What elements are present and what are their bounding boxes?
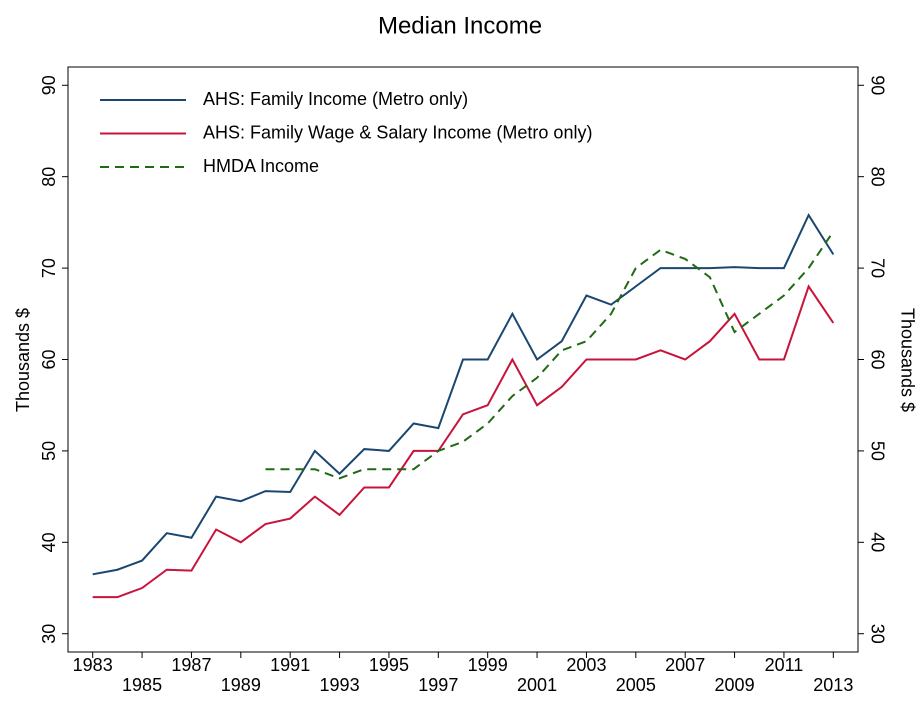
y2-tick-label: 40 <box>867 532 887 552</box>
legend-label: AHS: Family Wage & Salary Income (Metro … <box>203 122 592 142</box>
y-tick-label: 70 <box>39 258 59 278</box>
x-tick-label: 1997 <box>418 675 458 695</box>
y2-tick-label: 80 <box>867 167 887 187</box>
y2-axis-title: Thousands $ <box>897 308 917 412</box>
y-tick-label: 40 <box>39 532 59 552</box>
chart-title: Median Income <box>378 12 542 39</box>
series-line <box>92 212 835 576</box>
x-tick-label: 1983 <box>73 655 113 675</box>
y-axis-title: Thousands $ <box>13 308 33 412</box>
x-tick-label: 2001 <box>517 675 557 695</box>
x-tick-label: 2005 <box>616 675 656 695</box>
series-line <box>265 230 835 480</box>
y2-tick-label: 70 <box>867 258 887 278</box>
x-tick-label: 1987 <box>171 655 211 675</box>
y-tick-label: 80 <box>39 167 59 187</box>
y2-tick-label: 50 <box>867 441 887 461</box>
x-tick-label: 2013 <box>813 675 853 695</box>
x-tick-label: 1991 <box>270 655 310 675</box>
x-tick-label: 1985 <box>122 675 162 695</box>
x-tick-label: 2007 <box>665 655 705 675</box>
x-tick-label: 1999 <box>468 655 508 675</box>
y-tick-label: 50 <box>39 441 59 461</box>
y-tick-label: 90 <box>39 75 59 95</box>
x-tick-label: 1995 <box>369 655 409 675</box>
x-tick-label: 2009 <box>715 675 755 695</box>
x-tick-label: 2003 <box>566 655 606 675</box>
y2-tick-label: 30 <box>867 624 887 644</box>
y-tick-label: 30 <box>39 624 59 644</box>
x-tick-label: 2011 <box>765 655 804 675</box>
x-tick-label: 1989 <box>221 675 261 695</box>
y2-tick-label: 90 <box>867 75 887 95</box>
series-line <box>92 284 835 599</box>
x-tick-label: 1993 <box>320 675 360 695</box>
y2-tick-label: 60 <box>867 349 887 369</box>
legend-label: HMDA Income <box>203 156 319 176</box>
legend-label: AHS: Family Income (Metro only) <box>203 89 468 109</box>
y-tick-label: 60 <box>39 349 59 369</box>
